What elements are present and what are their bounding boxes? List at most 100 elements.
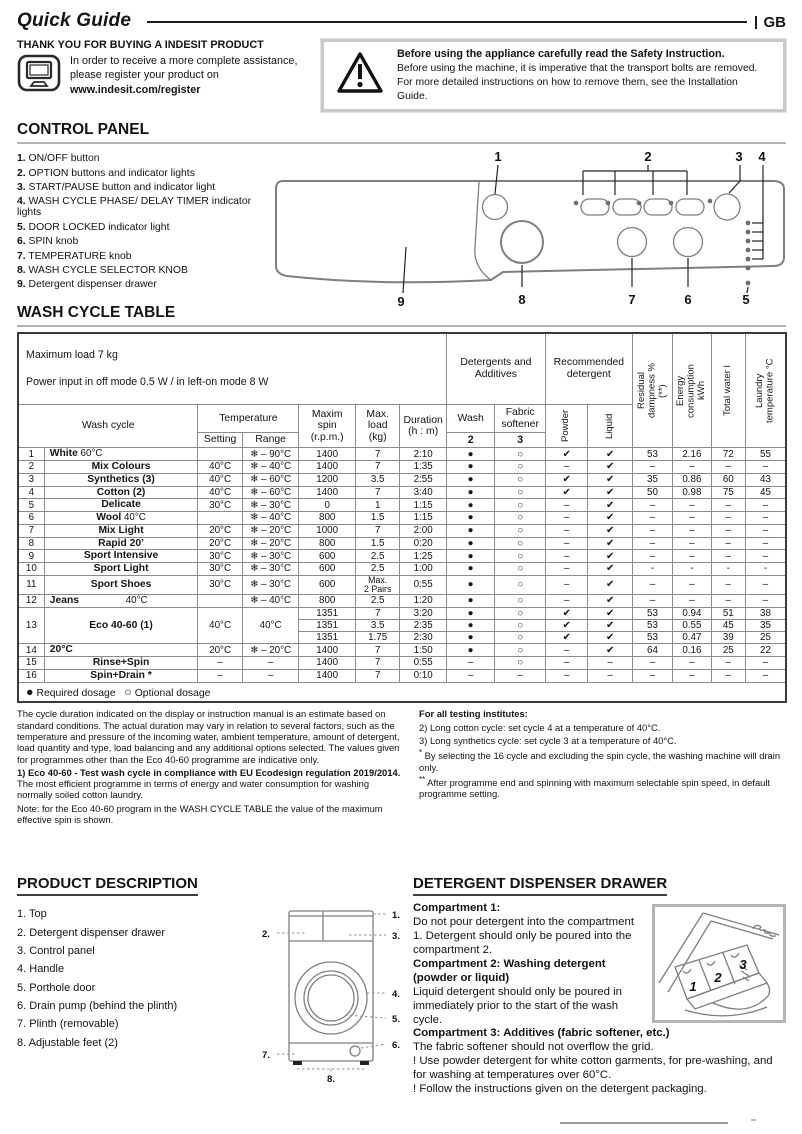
cell-spin: 1400 [298,485,356,500]
cell-laundry-temp: 35 [744,619,787,633]
cell-powder: – [544,460,589,474]
cell-cycle-number: 12 [17,594,45,608]
cell-water: 39 [710,631,746,645]
cell-liquid: ✔ [587,643,633,658]
wash-cycle-selector-knob[interactable] [500,220,544,265]
spin-knob[interactable] [672,227,704,258]
footnote-eco-note: Note: for the Eco 40-60 program in the W… [17,802,383,825]
cell-spin: 800 [298,594,356,608]
wash-cycle-subrow: 1351 3.5 2:35 ● ○ ✔ ✔ 53 0.55 45 35 [18,619,787,633]
cell-residual-dampness: – [631,574,674,596]
cell-liquid: ✔ [587,498,633,513]
cell-temp-setting: 40°C [197,460,243,474]
on-off-button[interactable] [481,194,509,221]
callout-6: 6 [684,292,691,307]
cell-cycle-number: 8 [17,536,45,551]
warning-line-3: For more detailed instructions on how to… [397,77,738,103]
cell-temp-setting: 30°C [197,498,243,513]
cell-water: – [710,498,746,513]
page-header: Quick Guide GB [17,10,786,32]
cell-temp-range: ❄ – 40°C [241,460,300,474]
page-fold-line [560,1122,728,1124]
cell-cycle-number: 11 [17,574,45,596]
cell-cycle-name: Cotton (2) [43,485,199,500]
cell-energy: 0.86 [672,472,712,487]
cell-temp-setting: 40°C [197,472,243,487]
cell-temp-range: ❄ – 30°C [241,561,300,576]
cell-residual-dampness: 53 [631,447,674,462]
col-max-spin: Maxim spin (r.p.m.) [298,404,356,449]
wash-cycle-row: 3 Synthetics (3) 40°C ❄ – 60°C 1200 3.5 2:55 ● ○… [17,472,787,487]
cell-powder: ✔ [544,472,589,487]
cell-residual-dampness: 35 [631,472,674,487]
product-description-item: 1. Top [17,908,47,921]
cell-laundry-temp: 25 [744,631,787,645]
cell-powder: – [544,643,589,658]
product-description-section: PRODUCT DESCRIPTION 1. Top 2. Detergent d… [17,875,413,1097]
compartment-2-title: Compartment 2: Washing detergent (powder… [413,957,606,984]
col-wash: Wash [445,404,496,434]
option-buttons[interactable] [573,198,705,216]
cell-cycle-name: Rapid 20’ [43,536,199,551]
section-rule [17,325,786,328]
wash-cycle-row: 10 Sport Light 30°C ❄ – 30°C 600 2.5 1:00 ● ○ – ✔ -… [17,561,787,576]
wash-cycle-row: 6 Wool 40°C ❄ – 40°C 800 1.5 1:15 ● ○ – ✔ – – – – [17,511,787,525]
washing-machine-diagram: 1. 2. 3. 4. 5. 6. 7. 8. [262,910,400,1083]
drawer-compartment-1-label: 1 [689,979,696,994]
cell-residual-dampness: – [631,656,674,670]
cell-load: 7 [354,447,401,462]
cell-residual-dampness: – [631,498,674,513]
cell-energy: 0.94 [672,606,712,621]
cell-cycle-name: Eco 40-60 (1) [43,606,199,645]
cell-temp-setting [197,447,243,462]
section-rule [17,142,786,145]
cell-laundry-temp: – [744,523,787,538]
compartment-1-title: Compartment 1: [413,902,501,915]
machine-callout-8: 8. [327,1074,335,1083]
footnote-eco-bold: 1) Eco 40-60 - Test wash cycle in compli… [17,766,401,778]
warning-title: Before using the appliance carefully rea… [397,48,725,60]
dosage-legend: ● Required dosage ○ Optional dosage [17,681,787,703]
footnote-institutes-title: For all testing institutes: [419,708,528,720]
cell-cycle-name: Wool 40°C [43,511,199,525]
page-fold-mark [751,1119,756,1121]
cell-spin: 1400 [298,643,356,658]
control-panel-list: 1. ON/OFF button 2. OPTION buttons and in… [17,149,272,290]
cell-softener-dosage: ○ [494,523,546,538]
register-url[interactable]: www.indesit.com/register [70,83,201,96]
cell-residual-dampness: – [631,523,674,538]
product-description-item: 6. Drain pump (behind the plinth) [17,1000,178,1013]
col-softener-num: 3 [494,432,546,449]
col-laundry-temp: Laundry temperature °C [744,332,787,449]
cell-residual-dampness: 50 [631,485,674,500]
drawer-divider-line [474,182,492,281]
start-pause-button[interactable] [713,193,741,221]
cell-wash-dosage: ● [445,594,496,608]
cell-load: 1.75 [354,631,401,645]
cell-residual-dampness: - [631,561,674,576]
machine-callout-7: 7. [262,1050,270,1061]
wash-cycle-table-heading: WASH CYCLE TABLE [17,304,176,322]
cell-cycle-number: 1 [17,447,45,462]
cell-powder: – [544,656,589,670]
machine-callout-4: 4. [392,989,400,1000]
cell-cycle-name: Sport Shoes [43,574,199,596]
safety-warning-box: Before using the appliance carefully rea… [320,37,787,114]
cell-cycle-name: Spin+Drain * [43,668,199,683]
cell-wash-dosage: ● [445,460,496,474]
cell-residual-dampness: 53 [631,619,674,633]
cell-laundry-temp: 55 [744,447,787,462]
phase-indicator-lights [745,220,763,271]
cell-load: 7 [354,485,401,500]
cell-wash-dosage: ● [445,485,496,500]
callout-8: 8 [518,292,525,307]
wash-cycle-row: 15 Rinse+Spin – –1400 7 0:55– ○ – – – – – – [17,656,787,670]
cell-residual-dampness: 53 [631,631,674,645]
cell-duration: 2:30 [399,631,447,645]
cell-water: 45 [710,619,746,633]
product-description-heading: PRODUCT DESCRIPTION [17,875,198,897]
temperature-knob[interactable] [616,227,648,258]
cell-water: – [710,549,746,563]
footnote-duration: The cycle duration indicated on the disp… [17,708,400,765]
powder-note: ! Use powder detergent for white cotton … [413,1055,773,1082]
